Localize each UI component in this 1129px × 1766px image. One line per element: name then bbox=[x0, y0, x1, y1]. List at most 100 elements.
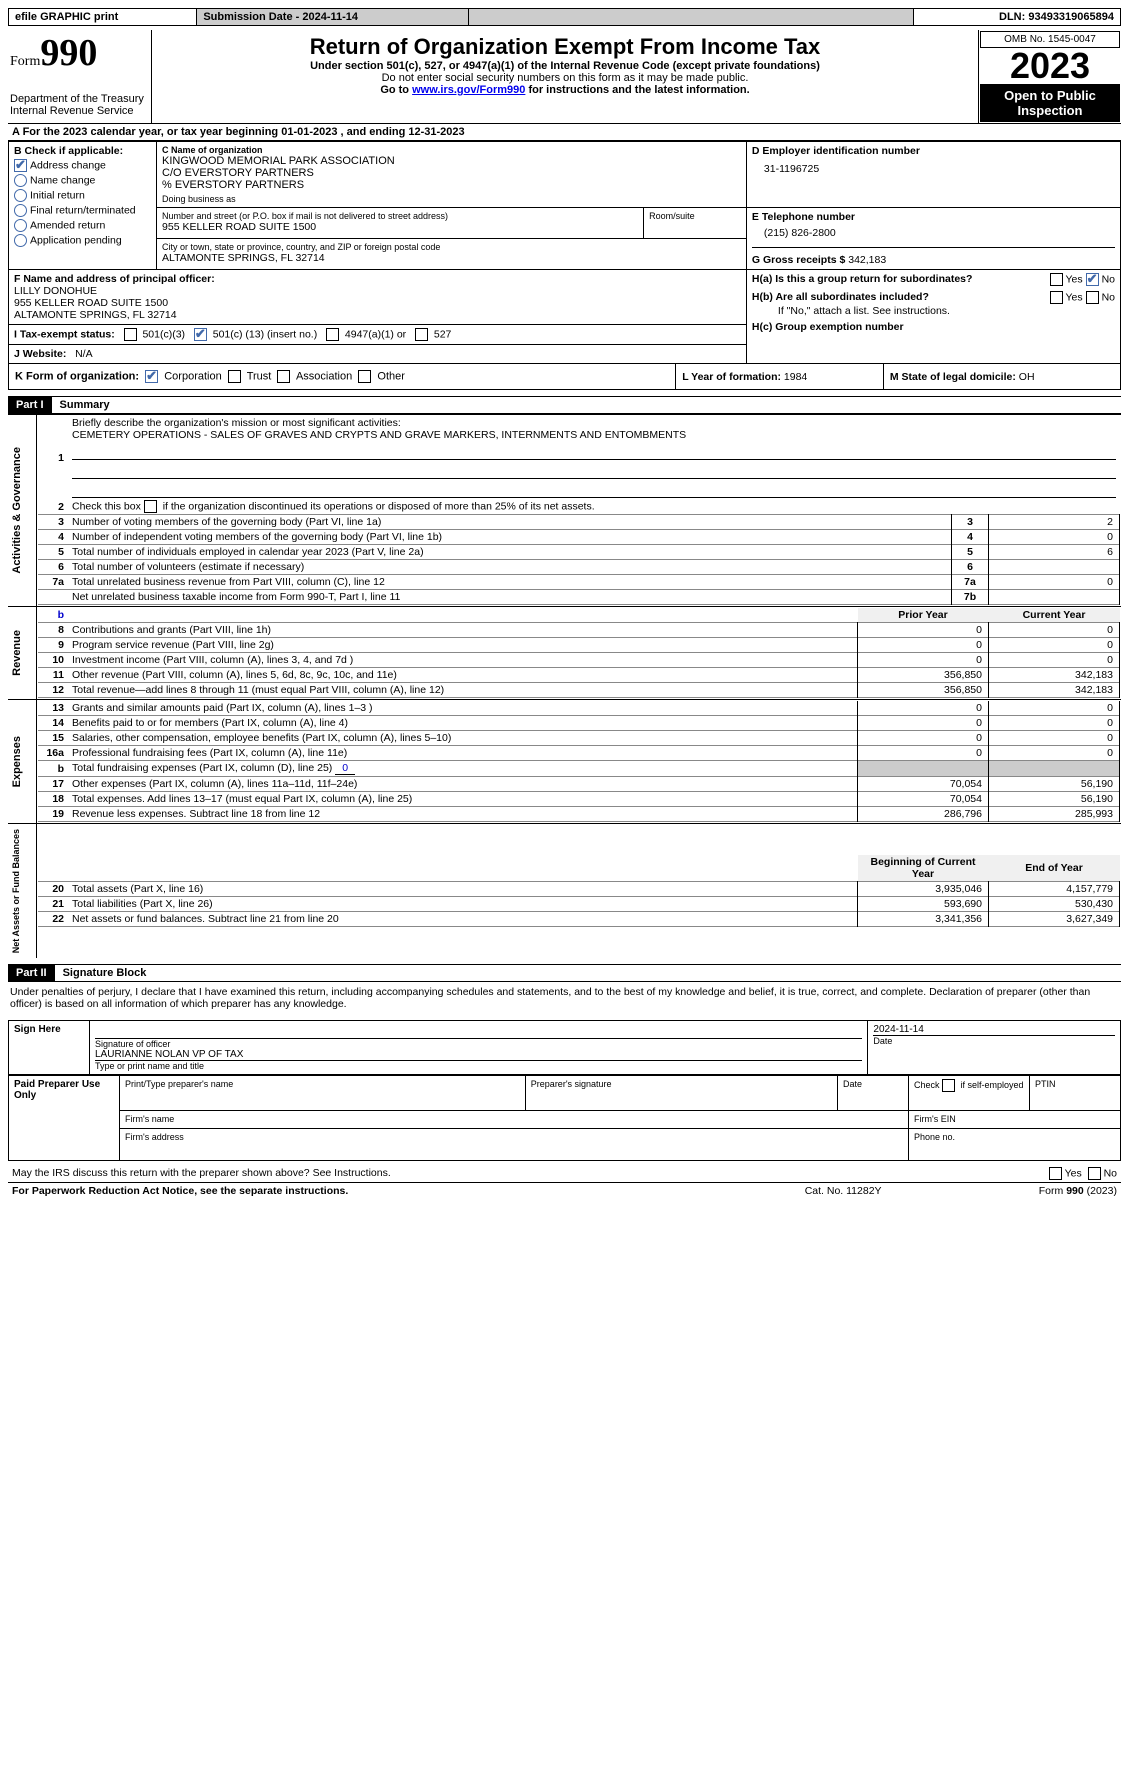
l11-current: 342,183 bbox=[989, 668, 1120, 683]
l15-prior: 0 bbox=[858, 731, 989, 746]
footer: May the IRS discuss this return with the… bbox=[8, 1165, 1121, 1199]
corp-checkbox[interactable] bbox=[145, 370, 158, 383]
ha-yes-checkbox[interactable] bbox=[1050, 273, 1063, 286]
netassets-sidebar: Net Assets or Fund Balances bbox=[9, 825, 23, 957]
l2-checkbox[interactable] bbox=[144, 500, 157, 513]
hb-no-checkbox[interactable] bbox=[1086, 291, 1099, 304]
sub1: Under section 501(c), 527, or 4947(a)(1)… bbox=[162, 60, 968, 72]
discuss-no-checkbox[interactable] bbox=[1088, 1167, 1101, 1180]
l7b-label: Net unrelated business taxable income fr… bbox=[68, 590, 952, 605]
box-ha: H(a) Is this a group return for subordin… bbox=[752, 273, 1115, 285]
l21-label: Total liabilities (Part X, line 26) bbox=[68, 897, 858, 912]
l20-begin: 3,935,046 bbox=[858, 882, 989, 897]
preparer-label: Paid Preparer Use Only bbox=[9, 1076, 120, 1161]
sign-here-table: Sign Here Signature of officer LAURIANNE… bbox=[8, 1020, 1121, 1075]
501c3-checkbox[interactable] bbox=[124, 328, 137, 341]
irs-link[interactable]: www.irs.gov/Form990 bbox=[412, 84, 525, 96]
527-checkbox[interactable] bbox=[415, 328, 428, 341]
preparer-table: Paid Preparer Use Only Print/Type prepar… bbox=[8, 1075, 1121, 1161]
line-a: A For the 2023 calendar year, or tax yea… bbox=[8, 123, 1121, 141]
l19-label: Revenue less expenses. Subtract line 18 … bbox=[68, 807, 858, 822]
l11-label: Other revenue (Part VIII, column (A), li… bbox=[68, 668, 858, 683]
l15-current: 0 bbox=[989, 731, 1120, 746]
prior-year-header: Prior Year bbox=[858, 608, 989, 623]
4947-checkbox[interactable] bbox=[326, 328, 339, 341]
city-label: City or town, state or province, country… bbox=[162, 242, 741, 252]
info-grid: B Check if applicable: Address change Na… bbox=[8, 141, 1121, 364]
type-name-label: Type or print name and title bbox=[95, 1060, 862, 1071]
website-value: N/A bbox=[75, 348, 93, 360]
l9-label: Program service revenue (Part VIII, line… bbox=[68, 638, 858, 653]
addr-change-checkbox[interactable] bbox=[14, 159, 27, 172]
l8-label: Contributions and grants (Part VIII, lin… bbox=[68, 623, 858, 638]
row-klm: K Form of organization: Corporation Trus… bbox=[8, 364, 1121, 390]
501c-checkbox[interactable] bbox=[194, 328, 207, 341]
netassets-section: Net Assets or Fund Balances Beginning of… bbox=[8, 823, 1121, 958]
hb-yes-checkbox[interactable] bbox=[1050, 291, 1063, 304]
l4-label: Number of independent voting members of … bbox=[68, 530, 952, 545]
l14-label: Benefits paid to or for members (Part IX… bbox=[68, 716, 858, 731]
cat-no: Cat. No. 11282Y bbox=[752, 1183, 935, 1200]
l6-label: Total number of volunteers (estimate if … bbox=[68, 560, 952, 575]
l21-begin: 593,690 bbox=[858, 897, 989, 912]
phone-value: (215) 826-2800 bbox=[752, 223, 1115, 247]
dept-label: Department of the Treasury Internal Reve… bbox=[10, 93, 150, 117]
tax-year: 2023 bbox=[980, 48, 1120, 84]
l22-label: Net assets or fund balances. Subtract li… bbox=[68, 912, 858, 927]
l7b-value bbox=[989, 590, 1120, 605]
self-emp-checkbox[interactable] bbox=[942, 1079, 955, 1092]
sign-date-label: Date bbox=[873, 1035, 1115, 1046]
street-label: Number and street (or P.O. box if mail i… bbox=[162, 211, 638, 221]
l11-prior: 356,850 bbox=[858, 668, 989, 683]
form-990: Form990 bbox=[10, 31, 150, 75]
begin-year-header: Beginning of Current Year bbox=[858, 855, 989, 882]
l8-prior: 0 bbox=[858, 623, 989, 638]
room-label: Room/suite bbox=[649, 211, 741, 221]
l10-prior: 0 bbox=[858, 653, 989, 668]
declaration: Under penalties of perjury, I declare th… bbox=[8, 982, 1121, 1014]
l9-prior: 0 bbox=[858, 638, 989, 653]
box-b-heading: B Check if applicable: bbox=[14, 145, 151, 157]
ein-label: D Employer identification number bbox=[752, 145, 1115, 157]
submission-date: Submission Date - 2024-11-14 bbox=[197, 9, 469, 26]
firm-name-label: Firm's name bbox=[125, 1114, 174, 1124]
discuss-yes-checkbox[interactable] bbox=[1049, 1167, 1062, 1180]
amended-radio[interactable] bbox=[14, 219, 27, 232]
l8-current: 0 bbox=[989, 623, 1120, 638]
top-bar: efile GRAPHIC print Submission Date - 20… bbox=[8, 8, 1121, 26]
sub3: Go to www.irs.gov/Form990 for instructio… bbox=[162, 84, 968, 96]
l20-label: Total assets (Part X, line 16) bbox=[68, 882, 858, 897]
trust-checkbox[interactable] bbox=[228, 370, 241, 383]
ag-sidebar: Activities & Governance bbox=[9, 443, 25, 578]
dln: DLN: 93493319065894 bbox=[913, 9, 1120, 26]
initial-return-radio[interactable] bbox=[14, 189, 27, 202]
inspection: Open to Public Inspection bbox=[980, 84, 1120, 122]
sign-here-label: Sign Here bbox=[9, 1021, 90, 1075]
current-year-header: Current Year bbox=[989, 608, 1120, 623]
end-year-header: End of Year bbox=[989, 855, 1120, 882]
l22-end: 3,627,349 bbox=[989, 912, 1120, 927]
l4-value: 0 bbox=[989, 530, 1120, 545]
efile-label[interactable]: efile GRAPHIC print bbox=[9, 9, 197, 26]
name-change-radio[interactable] bbox=[14, 174, 27, 187]
ptin-label: PTIN bbox=[1035, 1079, 1115, 1089]
box-hb: H(b) Are all subordinates included? Yes … bbox=[752, 291, 1115, 303]
final-return-radio[interactable] bbox=[14, 204, 27, 217]
l5-label: Total number of individuals employed in … bbox=[68, 545, 952, 560]
org-name-3: % EVERSTORY PARTNERS bbox=[162, 179, 741, 191]
ha-no-checkbox[interactable] bbox=[1086, 273, 1099, 286]
expenses-section: Expenses 13Grants and similar amounts pa… bbox=[8, 699, 1121, 823]
city-value: ALTAMONTE SPRINGS, FL 32714 bbox=[162, 252, 741, 264]
form-footer: Form 990 (2023) bbox=[935, 1183, 1121, 1200]
dba-label: Doing business as bbox=[162, 194, 741, 204]
app-pending-radio[interactable] bbox=[14, 234, 27, 247]
l13-current: 0 bbox=[989, 701, 1120, 716]
part1-header: Part ISummary bbox=[8, 396, 1121, 414]
other-checkbox[interactable] bbox=[358, 370, 371, 383]
l10-label: Investment income (Part VIII, column (A)… bbox=[68, 653, 858, 668]
l18-prior: 70,054 bbox=[858, 792, 989, 807]
assoc-checkbox[interactable] bbox=[277, 370, 290, 383]
officer-name: LAURIANNE NOLAN VP OF TAX bbox=[95, 1049, 862, 1060]
l12-current: 342,183 bbox=[989, 683, 1120, 698]
l7a-value: 0 bbox=[989, 575, 1120, 590]
